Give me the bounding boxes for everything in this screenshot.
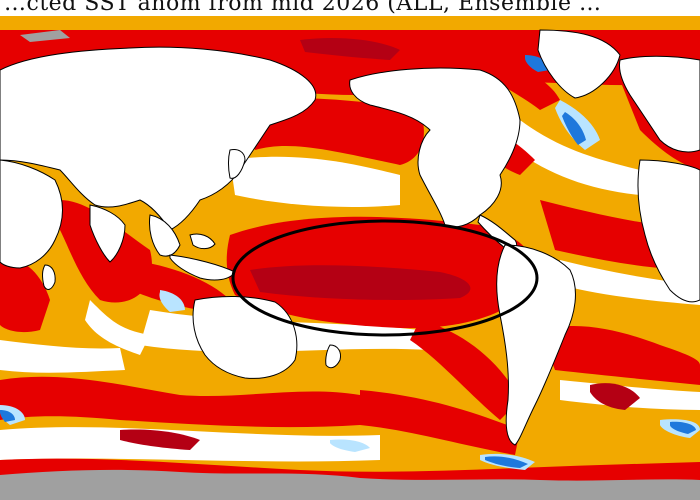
very-strong-warm-regions xyxy=(120,38,640,450)
highlight-ellipse xyxy=(231,219,539,337)
land-masses xyxy=(0,29,700,446)
cool-anomaly-regions xyxy=(0,55,700,470)
antarctica xyxy=(0,30,700,500)
map-title: …cted SST anom from mid 2026 (ALL, Ensem… xyxy=(0,0,700,17)
